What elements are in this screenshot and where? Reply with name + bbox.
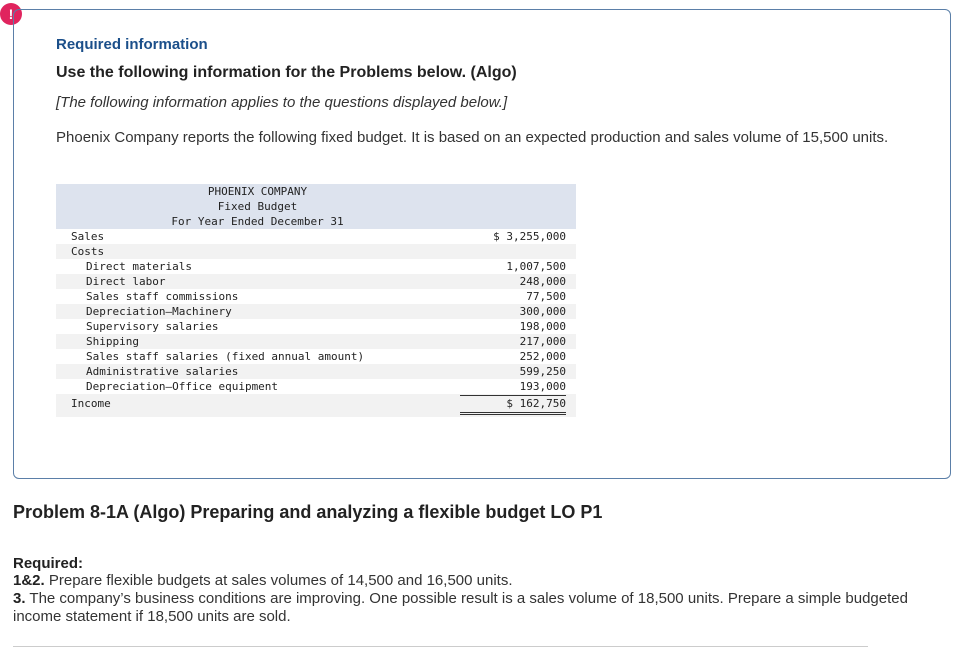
cost-label: Direct labor — [86, 275, 166, 288]
problem-title: Problem 8-1A (Algo) Preparing and analyz… — [13, 502, 603, 522]
income-amount: $ 162,750 — [460, 395, 566, 415]
requirement-3: 3. The company’s business conditions are… — [13, 590, 958, 626]
requirement-text: Prepare flexible budgets at sales volume… — [44, 572, 513, 589]
cost-row: Administrative salaries 599,250 — [56, 364, 576, 379]
bottom-divider — [13, 646, 868, 647]
cost-amount: 300,000 — [519, 305, 566, 318]
sales-amount: $ 3,255,000 — [493, 230, 566, 243]
required-label: Required: — [13, 555, 84, 572]
cost-amount: 193,000 — [460, 379, 566, 395]
costs-label: Costs — [71, 245, 105, 258]
sales-label: Sales — [71, 230, 105, 243]
cost-label: Direct materials — [86, 260, 192, 273]
cost-label: Depreciation—Machinery — [86, 305, 232, 318]
cost-label: Administrative salaries — [86, 365, 239, 378]
required-information-box — [13, 9, 951, 479]
budget-period: For Year Ended December 31 — [171, 215, 344, 228]
requirement-text: The company’s business conditions are im… — [13, 590, 908, 625]
cost-amount: 217,000 — [519, 335, 566, 348]
income-label: Income — [71, 397, 111, 410]
cost-amount: 77,500 — [526, 290, 566, 303]
budget-company: PHOENIX COMPANY — [207, 185, 308, 198]
applies-note: [The following information applies to th… — [56, 94, 508, 111]
budget-header: PHOENIX COMPANY Fixed Budget For Year En… — [56, 184, 576, 229]
budget-footer — [56, 414, 576, 417]
required-information-heading: Required information — [56, 36, 208, 53]
description-paragraph: Phoenix Company reports the following fi… — [56, 129, 889, 146]
use-information-heading: Use the following information for the Pr… — [56, 64, 517, 81]
cost-row: Supervisory salaries 198,000 — [56, 319, 576, 334]
cost-label: Sales staff salaries (fixed annual amoun… — [86, 350, 365, 363]
cost-row: Sales staff salaries (fixed annual amoun… — [56, 349, 576, 364]
fixed-budget-table: PHOENIX COMPANY Fixed Budget For Year En… — [56, 184, 576, 417]
cost-row: Sales staff commissions 77,500 — [56, 289, 576, 304]
budget-title: Fixed Budget — [217, 200, 298, 213]
cost-amount: 252,000 — [519, 350, 566, 363]
cost-label: Depreciation—Office equipment — [86, 380, 279, 393]
requirement-number: 3. — [13, 590, 26, 607]
requirement-number: 1&2. — [13, 572, 45, 589]
cost-label: Supervisory salaries — [86, 320, 219, 333]
cost-label: Sales staff commissions — [86, 290, 239, 303]
alert-icon: ! — [0, 3, 22, 25]
cost-row: Depreciation—Machinery 300,000 — [56, 304, 576, 319]
cost-label: Shipping — [86, 335, 139, 348]
income-row: Income $ 162,750 — [56, 394, 576, 415]
requirement-1-2: 1&2. Prepare flexible budgets at sales v… — [13, 572, 953, 590]
cost-amount: 599,250 — [519, 365, 566, 378]
cost-row: Direct labor 248,000 — [56, 274, 576, 289]
cost-row: Shipping 217,000 — [56, 334, 576, 349]
cost-row: Depreciation—Office equipment 193,000 — [56, 379, 576, 395]
cost-amount: 198,000 — [519, 320, 566, 333]
sales-row: Sales $ 3,255,000 — [56, 229, 576, 244]
cost-amount: 1,007,500 — [506, 260, 566, 273]
cost-amount: 248,000 — [519, 275, 566, 288]
cost-row: Direct materials 1,007,500 — [56, 259, 576, 274]
costs-row: Costs — [56, 244, 576, 259]
